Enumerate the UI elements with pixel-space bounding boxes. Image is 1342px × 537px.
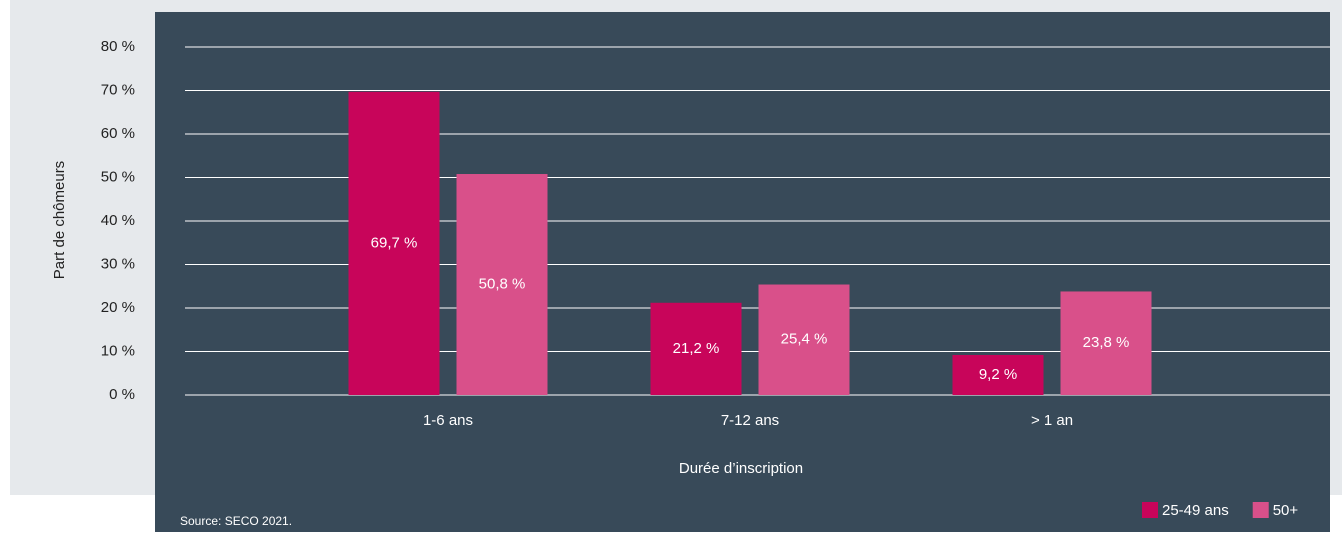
bar (348, 91, 440, 396)
x-axis-title: Durée d’inscription (679, 460, 803, 477)
legend-swatch (1142, 502, 1158, 518)
y-tick-label: 40 % (101, 212, 135, 229)
value-label: 9,2 % (979, 366, 1017, 383)
x-tick-label: 1-6 ans (423, 412, 473, 429)
value-label: 50,8 % (479, 275, 526, 292)
y-tick-label: 20 % (101, 299, 135, 316)
x-tick-label: > 1 an (1031, 412, 1073, 429)
value-label: 21,2 % (673, 340, 720, 357)
x-tick-label: 7-12 ans (721, 412, 779, 429)
bar (758, 284, 850, 395)
y-tick-label: 60 % (101, 125, 135, 142)
legend-label: 50+ (1273, 502, 1299, 519)
y-tick-label: 70 % (101, 81, 135, 98)
value-label: 69,7 % (371, 234, 418, 251)
y-tick-label: 30 % (101, 255, 135, 272)
y-tick-label: 80 % (101, 38, 135, 55)
bar (952, 354, 1044, 395)
source: Source: SECO 2021. (180, 514, 292, 528)
y-axis-title: Part de chômeurs (51, 161, 68, 279)
bar (650, 302, 742, 395)
legend-label: 25-49 ans (1162, 502, 1229, 519)
value-label: 25,4 % (781, 331, 828, 348)
y-tick-label: 10 % (101, 342, 135, 359)
y-tick-label: 0 % (109, 386, 135, 403)
bar (456, 174, 548, 395)
y-tick-label: 50 % (101, 168, 135, 185)
legend-swatch (1252, 502, 1269, 518)
value-label: 23,8 % (1083, 334, 1130, 351)
bar (1060, 291, 1152, 395)
